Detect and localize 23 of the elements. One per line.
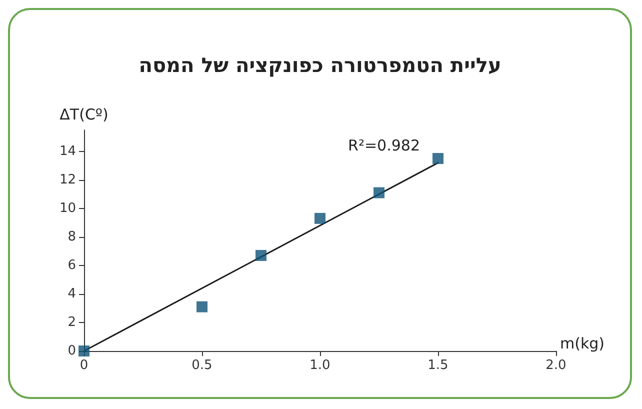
x-tick-label: 2.0	[546, 358, 566, 373]
y-tick-label: 8	[68, 229, 76, 244]
point	[256, 250, 266, 261]
point	[196, 301, 208, 312]
y-tick-label: 12	[59, 172, 76, 188]
point	[374, 187, 384, 198]
x-tick-label: 0	[80, 358, 88, 373]
y-tick-label: 14	[59, 144, 76, 159]
y-tick-label: 4	[68, 286, 76, 302]
x-tick-label: 0.5	[192, 358, 212, 373]
point	[314, 212, 326, 224]
annotation: R²=0.982	[348, 136, 420, 154]
point	[78, 346, 90, 356]
y-tick-label: 10	[59, 200, 76, 216]
x-tick-label: 1.0	[310, 358, 330, 373]
y-axis-title: ΔT(Cº)	[60, 106, 108, 124]
y-tick-label: 6	[68, 258, 76, 273]
chart-title: עליית הטמפרטורה כפונקציה של המסה	[138, 53, 502, 77]
y-tick-label: 0	[68, 344, 76, 358]
y-tick-label: 2	[68, 314, 76, 330]
x-tick-label: 1.5	[428, 358, 448, 373]
x-axis-title: m(kg)	[560, 334, 605, 352]
point	[432, 153, 444, 164]
